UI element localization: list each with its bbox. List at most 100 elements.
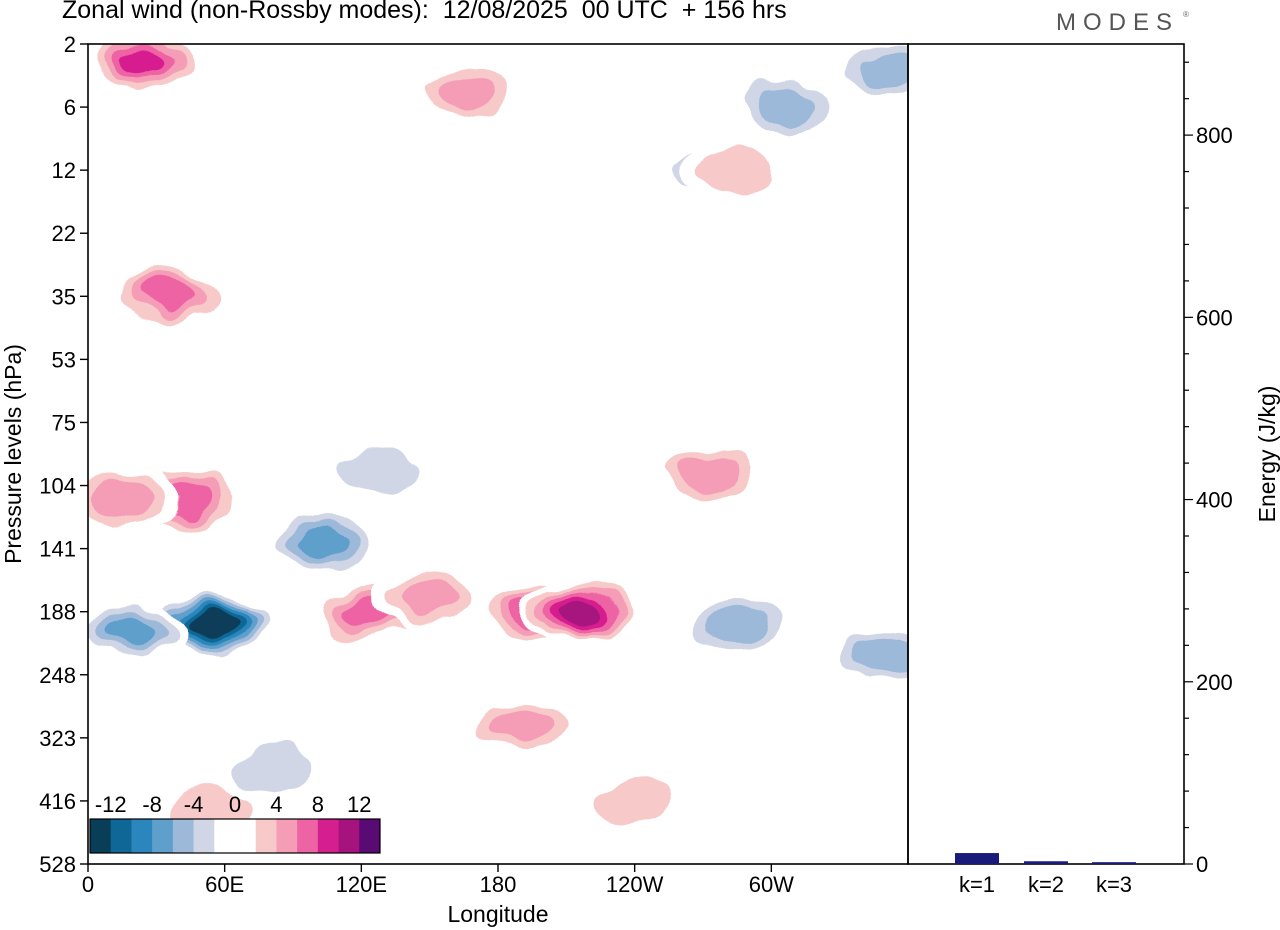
colorbar-swatch [193,819,215,853]
energy-tick-label: 200 [1196,670,1233,695]
wind-feature [724,75,841,140]
wind-feature [88,44,203,95]
colorbar-swatch [235,819,257,853]
wind-contour [230,747,310,792]
y-tick-label: 35 [52,284,76,309]
energy-bars: k=1 k=2 k=3 [955,853,1136,897]
wind-contour [121,49,169,77]
colorbar-swatch [255,819,277,853]
wind-feature [405,62,522,127]
colorbar-swatch [131,819,153,853]
wind-contour [90,480,154,516]
energy-tick-label: 400 [1196,488,1233,513]
colorbar-swatch [90,819,112,853]
wind-contour [590,778,670,823]
colorbar-label: -4 [184,792,204,817]
energy-tick-label: 800 [1196,123,1233,148]
colorbar-swatch [110,819,132,853]
y-tick-label: 248 [39,663,76,688]
colorbar-swatch [359,819,381,853]
x-axis-title: Longitude [447,901,548,927]
y-tick-label: 53 [52,347,76,372]
y-tick-label: 12 [52,158,76,183]
wind-feature [462,693,579,758]
energy-axis-title: Energy (J/kg) [1254,386,1280,523]
bar-category-label: k=3 [1096,872,1132,897]
energy-tick-label: 600 [1196,305,1233,330]
wind-feature [321,440,438,505]
wind-feature [109,264,226,329]
y-tick-label: 6 [64,95,76,120]
wind-contour [676,455,739,491]
wind-feature [827,44,908,102]
energy-frame [907,43,1185,865]
wind-contour [853,51,908,87]
y-tick-label: 528 [39,852,76,877]
colorbar-swatch [172,819,194,853]
colorbar-label: 12 [347,792,371,817]
bar-category-label: k=1 [959,872,995,897]
energy-bar [1092,862,1136,864]
y-tick-label: 141 [39,537,76,562]
wind-contour [489,707,553,743]
colorbar-swatch [276,819,298,853]
colorbar-swatch [338,819,360,853]
x-tick-label: 120W [606,872,664,897]
wind-feature [679,592,796,657]
bar-category-label: k=2 [1028,872,1064,897]
modes-logo: MODES [1056,9,1180,36]
x-tick-label: 60W [749,872,794,897]
wind-feature [88,466,181,531]
y-tick-label: 323 [39,726,76,751]
colorbar-swatch [152,819,174,853]
y-tick-label: 104 [39,474,76,499]
colorbar-swatch [297,819,319,853]
x-tick-label: 120E [336,872,387,897]
longitude-axis: 0 60E 120E 180 120W 60W [82,864,794,897]
registered-mark: ® [1183,10,1189,19]
energy-bar [955,853,999,864]
wind-contour [193,612,234,636]
y-tick-label: 2 [64,32,76,57]
wind-contour [295,527,350,558]
colorbar-label: 0 [229,792,241,817]
colorbar-label: -8 [142,792,162,817]
wind-feature [827,623,908,688]
y-tick-label: 75 [52,410,76,435]
wind-contour [751,89,815,125]
x-tick-label: 0 [82,872,94,897]
wind-feature [524,579,641,644]
wind-contour [398,581,461,617]
energy-bar [1024,861,1068,864]
wind-feature [572,768,689,833]
y-axis-title: Pressure levels (hPa) [0,344,26,564]
wind-contour [697,148,777,193]
wind-feature [264,510,381,575]
colorbar-label: -12 [95,792,127,817]
wind-feature [371,567,488,632]
wind-contour [853,638,908,674]
colorbar-swatch [214,819,236,853]
colorbar-label: 4 [270,792,282,817]
y-tick-label: 22 [52,221,76,246]
y-tick-label: 188 [39,600,76,625]
colorbar-label: 8 [312,792,324,817]
wind-contour [340,450,420,495]
chart-title: Zonal wind (non-Rossby modes): 12/08/202… [62,0,787,24]
colorbar-swatch [317,819,339,853]
wind-contour [432,76,496,113]
pressure-axis: 2 6 12 22 35 53 75 104 141 188 248 323 416 528 [39,32,88,877]
x-tick-label: 60E [205,872,244,897]
wind-feature [88,598,192,663]
wind-contour [106,615,161,646]
wind-contour [560,599,604,624]
y-tick-label: 416 [39,789,76,814]
wind-field [88,44,908,846]
wind-contour [705,606,769,642]
wind-feature [679,138,796,203]
colorbar: -12 -8 -4 0 4 8 12 [89,792,381,854]
energy-tick-label: 0 [1196,852,1208,877]
x-tick-label: 180 [480,872,517,897]
wind-feature [212,737,329,802]
